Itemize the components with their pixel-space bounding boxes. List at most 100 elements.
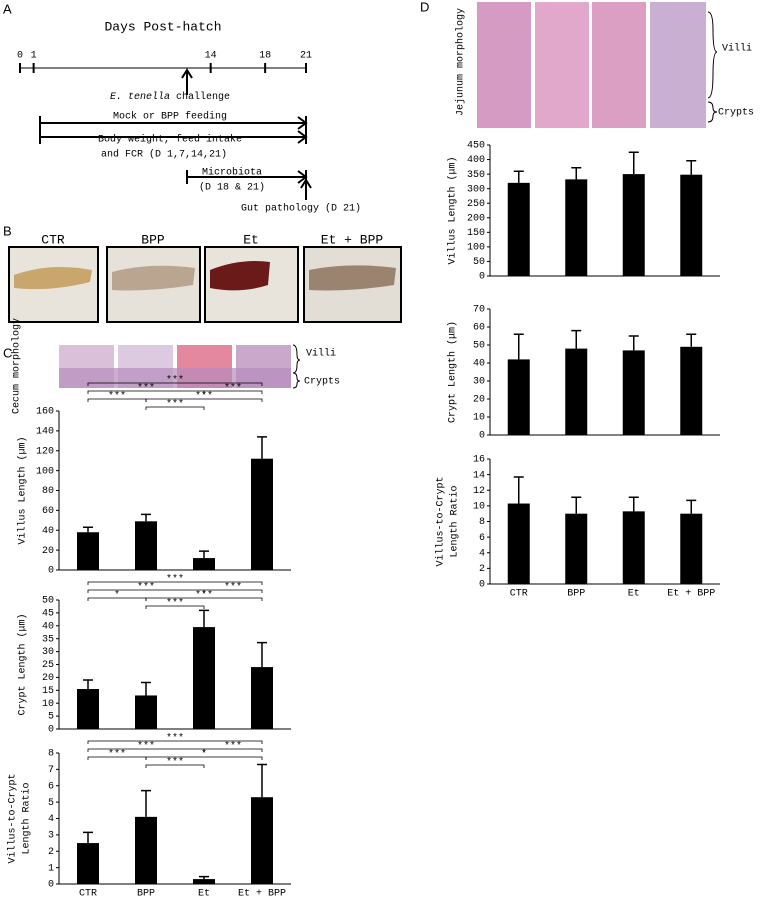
- error-bar: [199, 875, 209, 880]
- y-tick-label: 250: [467, 199, 485, 210]
- error-bar: [513, 476, 524, 504]
- crypts-label: Crypts: [718, 108, 754, 119]
- feeding-arrow: [39, 116, 308, 130]
- y-tick-label: 2: [479, 564, 485, 575]
- error-bar: [628, 335, 639, 351]
- y-tick-label: 5: [48, 798, 54, 809]
- bar: [251, 797, 273, 884]
- image-label: Cecum morphology: [11, 318, 23, 414]
- y-tick-label: 400: [467, 155, 485, 166]
- significance-label: *: [114, 590, 120, 602]
- y-tick-label: 50: [42, 596, 54, 607]
- y-tick-label: 80: [42, 486, 54, 497]
- significance-bracket: [87, 740, 263, 744]
- bar: [622, 174, 645, 276]
- error-bar: [199, 550, 209, 559]
- y-axis-label: Length Ratio: [21, 782, 33, 854]
- y-tick-label: 20: [473, 395, 485, 406]
- y-tick-label: 15: [42, 686, 54, 697]
- species: E. tenella: [110, 91, 170, 103]
- y-axis-label: Villus-to-Crypt: [7, 773, 19, 863]
- bar: [251, 667, 273, 729]
- timeline-day: 21: [300, 51, 312, 62]
- challenge-label: challenge: [176, 91, 230, 103]
- bar: [680, 174, 703, 276]
- y-tick-label: 40: [42, 621, 54, 632]
- significance-label: ***: [166, 598, 184, 610]
- y-tick-label: 50: [473, 341, 485, 352]
- error-bar: [83, 526, 93, 533]
- error-bar: [571, 166, 582, 180]
- feeding-text: Mock or BPP feeding: [113, 111, 227, 123]
- error-bar: [628, 496, 639, 512]
- y-axis-label: Villus Length (μm): [447, 156, 459, 264]
- x-tick-label: Et: [628, 589, 640, 600]
- timeline-day: 18: [259, 51, 271, 62]
- photo-label: BPP: [141, 232, 165, 247]
- y-tick-label: 2: [48, 847, 54, 858]
- significance-label: ***: [137, 582, 155, 594]
- significance-label: ***: [195, 590, 213, 602]
- histology: [592, 2, 646, 128]
- error-bar: [571, 496, 582, 514]
- y-tick-label: 4: [48, 814, 54, 825]
- image-label: Jejunum morphology: [455, 8, 467, 116]
- significance-label: ***: [195, 391, 213, 403]
- error-bar: [257, 436, 267, 459]
- y-tick-label: 160: [36, 407, 54, 418]
- y-tick-label: 4: [479, 548, 485, 559]
- significance-label: *: [201, 749, 207, 761]
- bar: [680, 346, 703, 435]
- bar: [622, 511, 645, 584]
- bar: [565, 179, 588, 276]
- y-tick-label: 30: [473, 377, 485, 388]
- y-axis-label: Villus-to-Crypt: [435, 476, 447, 566]
- bar: [193, 558, 215, 570]
- y-tick-label: 0: [48, 725, 54, 736]
- error-bar: [686, 499, 697, 514]
- bw-arrow: [39, 130, 308, 144]
- y-tick-label: 300: [467, 184, 485, 195]
- photo-label: CTR: [41, 232, 65, 247]
- significance-label: ***: [224, 383, 242, 395]
- significance-bracket: [203, 390, 263, 394]
- x-tick-label: CTR: [79, 889, 97, 899]
- significance-bracket: [145, 597, 263, 601]
- villi-label: Villi: [722, 43, 752, 55]
- bar: [135, 521, 157, 570]
- cecum: [210, 261, 270, 291]
- y-tick-label: 0: [48, 566, 54, 577]
- brace: [707, 11, 718, 123]
- error-bar: [199, 609, 209, 628]
- error-bar: [141, 513, 151, 522]
- bar: [251, 458, 273, 570]
- y-tick-label: 150: [467, 228, 485, 239]
- x-tick-label: Et + BPP: [667, 589, 715, 600]
- y-tick-label: 120: [36, 446, 54, 457]
- y-tick-label: 100: [467, 243, 485, 254]
- bw-text: Body weight, feed intake: [98, 134, 242, 146]
- error-bar: [257, 763, 267, 798]
- y-tick-label: 30: [42, 647, 54, 658]
- y-tick-label: 35: [42, 634, 54, 645]
- error-bar: [686, 159, 697, 175]
- x-tick-label: CTR: [510, 589, 528, 600]
- bw-text: and FCR (D 1,7,14,21): [101, 149, 227, 161]
- y-axis-label: Villus Length (µm): [17, 436, 29, 544]
- bar: [135, 695, 157, 729]
- y-tick-label: 5: [48, 712, 54, 723]
- bar: [135, 816, 157, 884]
- y-axis-label: Length Ratio: [449, 485, 461, 557]
- photos: [8, 246, 402, 323]
- y-tick-label: 10: [473, 413, 485, 424]
- error-bar: [141, 789, 151, 817]
- y-tick-label: 60: [42, 506, 54, 517]
- bar: [77, 689, 99, 729]
- significance-bracket: [87, 382, 263, 386]
- y-tick-label: 20: [42, 673, 54, 684]
- panel-letter: C: [3, 345, 12, 360]
- panel-letter: A: [3, 1, 12, 16]
- timeline-title: Days Post-hatch: [104, 19, 221, 34]
- y-tick-label: 8: [48, 749, 54, 760]
- y-tick-label: 0: [48, 880, 54, 891]
